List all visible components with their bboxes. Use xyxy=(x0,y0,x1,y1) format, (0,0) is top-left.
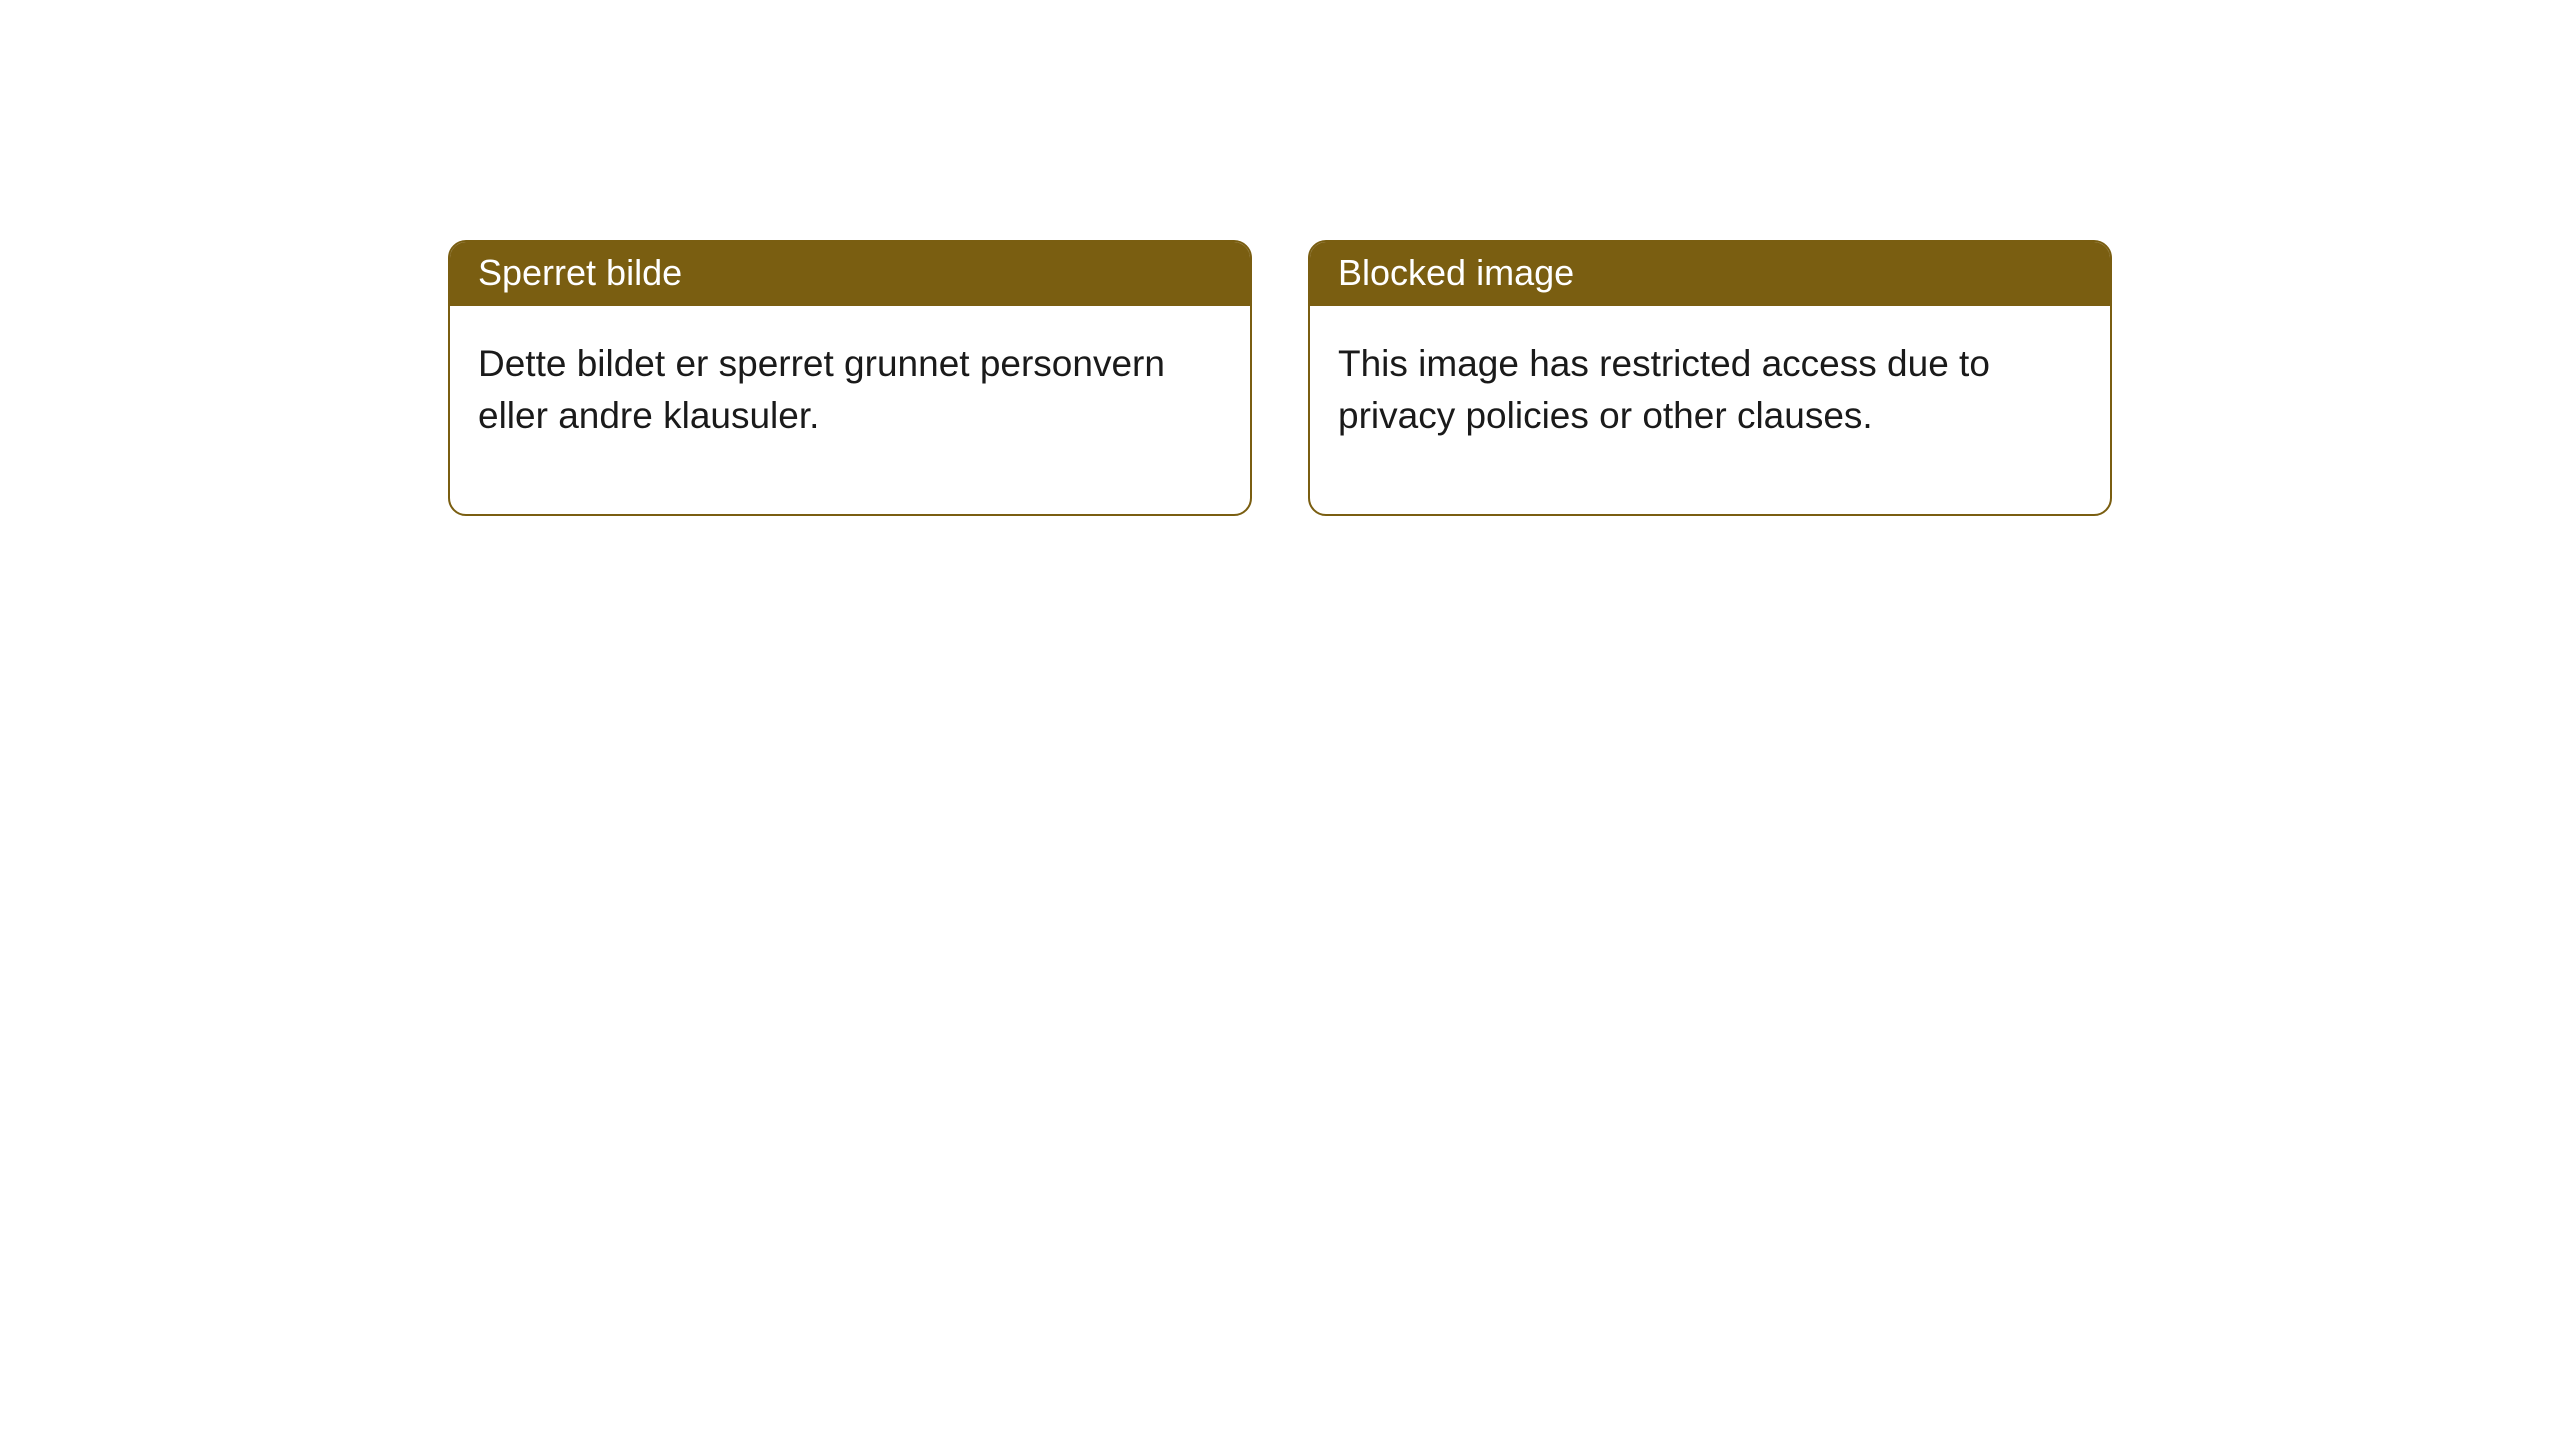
notice-box-english: Blocked image This image has restricted … xyxy=(1308,240,2112,516)
notice-header: Blocked image xyxy=(1310,242,2110,306)
notice-body: Dette bildet er sperret grunnet personve… xyxy=(450,306,1250,514)
notice-text: Dette bildet er sperret grunnet personve… xyxy=(478,343,1165,436)
notice-box-norwegian: Sperret bilde Dette bildet er sperret gr… xyxy=(448,240,1252,516)
notice-title: Sperret bilde xyxy=(478,252,682,293)
notice-body: This image has restricted access due to … xyxy=(1310,306,2110,514)
notice-header: Sperret bilde xyxy=(450,242,1250,306)
notice-text: This image has restricted access due to … xyxy=(1338,343,1990,436)
notice-container: Sperret bilde Dette bildet er sperret gr… xyxy=(0,0,2560,516)
notice-title: Blocked image xyxy=(1338,252,1574,293)
